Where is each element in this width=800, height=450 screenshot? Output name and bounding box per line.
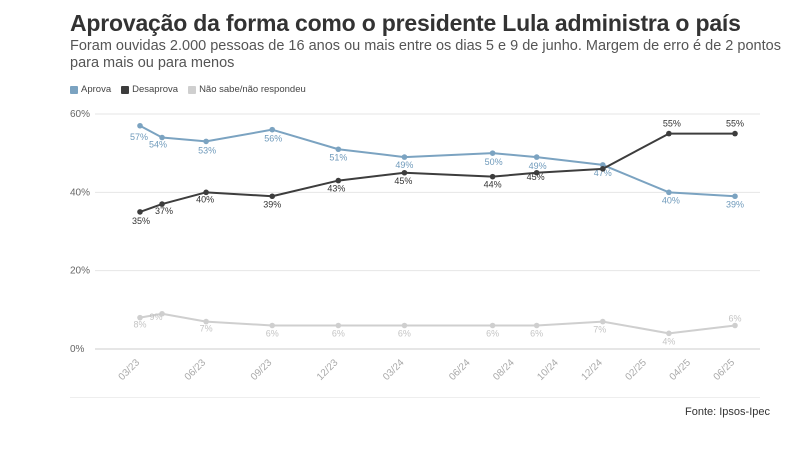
data-label: 51% xyxy=(329,152,347,162)
data-label: 6% xyxy=(486,329,499,339)
data-point xyxy=(599,162,606,168)
legend-item-desaprova[interactable]: Desaprova xyxy=(121,84,178,95)
x-tick-label: 10/24 xyxy=(535,357,561,383)
y-tick-label: 0% xyxy=(70,344,85,355)
data-label: 44% xyxy=(484,180,502,190)
data-point xyxy=(533,154,540,160)
data-point xyxy=(666,330,672,337)
data-label: 57% xyxy=(130,132,148,142)
data-point xyxy=(269,193,276,200)
data-label: 54% xyxy=(149,140,167,150)
data-label: 53% xyxy=(198,145,216,155)
data-point xyxy=(269,322,276,329)
data-point xyxy=(159,310,165,317)
data-point xyxy=(599,318,606,325)
data-point xyxy=(401,169,408,176)
data-point xyxy=(159,201,165,207)
data-label: 9% xyxy=(150,312,163,322)
legend-item-aprova[interactable]: Aprova xyxy=(70,84,111,95)
data-label: 49% xyxy=(395,160,413,170)
data-point xyxy=(401,154,408,160)
data-point xyxy=(732,193,738,200)
chart-subtitle: Foram ouvidas 2.000 pessoas de 16 anos o… xyxy=(70,38,781,71)
data-label: 45% xyxy=(527,172,545,182)
data-point xyxy=(489,173,496,180)
data-label: 8% xyxy=(133,320,146,330)
legend-label-nao-sabe: Não sabe/não respondeu xyxy=(199,84,306,95)
series-line-0 xyxy=(139,124,736,198)
legend-swatch-nao-sabe xyxy=(188,85,197,94)
series-line-1 xyxy=(139,132,735,213)
data-point xyxy=(599,166,606,172)
y-tick-label: 60% xyxy=(70,109,90,120)
data-point xyxy=(666,189,672,196)
data-label: 43% xyxy=(327,184,345,194)
data-label: 50% xyxy=(485,157,503,167)
x-tick-label: 04/25 xyxy=(668,357,694,383)
y-tick-label: 20% xyxy=(70,266,90,277)
y-tick-label: 40% xyxy=(70,187,90,198)
legend-swatch-desaprova xyxy=(121,85,130,94)
data-label: 35% xyxy=(132,216,150,226)
data-label: 40% xyxy=(662,195,680,205)
data-point xyxy=(203,318,209,325)
data-point xyxy=(732,322,738,329)
data-label: 4% xyxy=(662,336,675,346)
data-label: 49% xyxy=(529,161,547,171)
x-tick-label: 03/23 xyxy=(117,357,143,383)
data-point xyxy=(203,189,209,196)
series-line-2 xyxy=(139,312,736,335)
data-label: 7% xyxy=(200,324,213,334)
data-label: 6% xyxy=(332,329,345,339)
data-label: 6% xyxy=(728,314,741,324)
data-label: 39% xyxy=(726,199,744,209)
data-point xyxy=(401,322,408,329)
data-label: 6% xyxy=(530,329,543,339)
data-label: 39% xyxy=(263,199,281,209)
legend-label-desaprova: Desaprova xyxy=(132,84,179,95)
data-point xyxy=(159,134,165,141)
data-point xyxy=(137,314,143,321)
data-point xyxy=(137,122,143,129)
data-point xyxy=(533,322,540,329)
x-tick-label: 03/24 xyxy=(381,357,407,383)
data-point xyxy=(335,322,342,329)
x-tick-label: 09/23 xyxy=(249,357,275,383)
legend-swatch-aprova xyxy=(70,85,78,94)
data-point xyxy=(533,169,540,176)
x-tick-label: 08/24 xyxy=(491,357,517,383)
data-label: 7% xyxy=(593,325,606,335)
x-tick-label: 12/23 xyxy=(315,357,341,383)
data-label: 56% xyxy=(264,134,282,144)
data-label: 6% xyxy=(266,329,279,339)
data-point xyxy=(269,126,276,133)
chart-legend: Aprova Desaprova Não sabe/não respondeu xyxy=(70,84,306,95)
data-point xyxy=(137,209,143,215)
data-label: 40% xyxy=(196,194,214,204)
data-point xyxy=(732,130,738,137)
data-point xyxy=(203,138,209,145)
data-label: 37% xyxy=(155,206,173,216)
data-point xyxy=(489,322,496,329)
x-tick-label: 02/25 xyxy=(623,357,649,383)
legend-item-nao-sabe[interactable]: Não sabe/não respondeu xyxy=(188,84,306,95)
x-tick-label: 06/24 xyxy=(447,357,473,383)
chart-title: Aprovação da forma como o presidente Lul… xyxy=(70,10,741,36)
chart-source: Fonte: Ipsos-Ipec xyxy=(685,406,770,418)
data-label: 55% xyxy=(663,119,681,129)
x-tick-label: 06/25 xyxy=(712,357,738,383)
data-label: 47% xyxy=(594,168,612,178)
data-label: 45% xyxy=(394,176,412,186)
data-label: 6% xyxy=(398,329,411,339)
x-tick-label: 06/23 xyxy=(183,357,209,383)
data-label: 55% xyxy=(726,119,744,129)
data-point xyxy=(335,177,342,184)
data-point xyxy=(489,150,496,156)
x-tick-label: 12/24 xyxy=(579,357,605,383)
data-point xyxy=(335,146,342,153)
data-point xyxy=(666,130,672,137)
bottom-divider xyxy=(70,397,760,398)
legend-label-aprova: Aprova xyxy=(81,84,112,95)
